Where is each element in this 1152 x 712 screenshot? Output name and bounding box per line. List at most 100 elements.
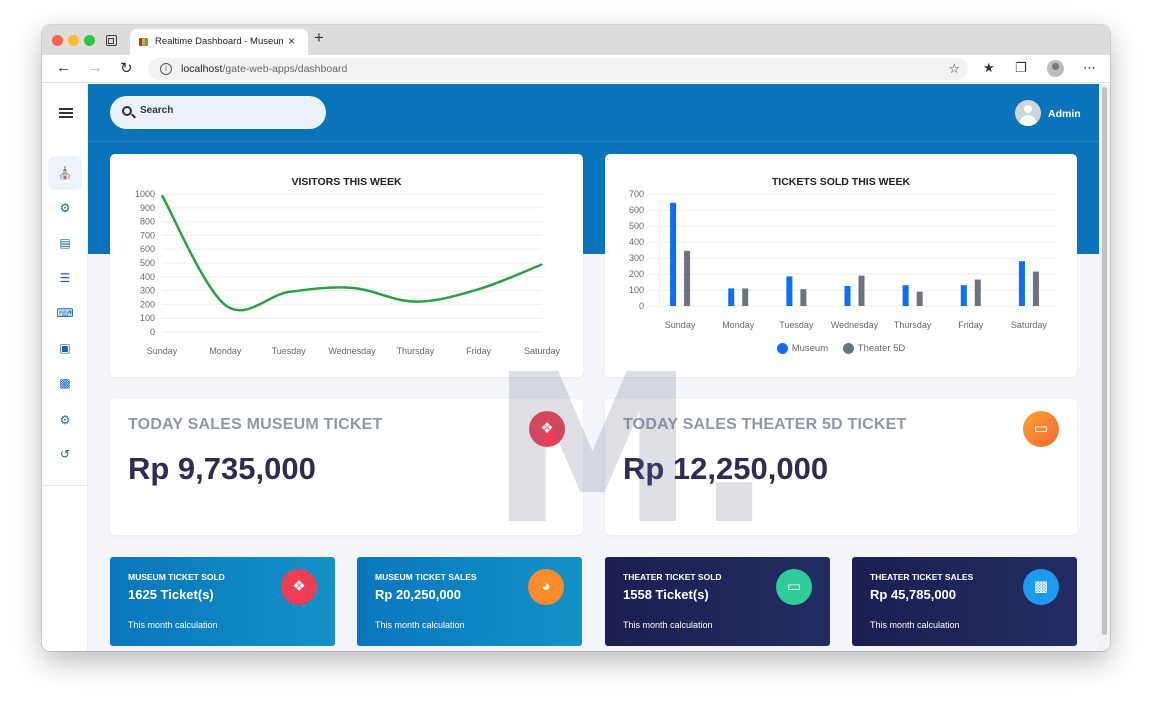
page-scrollbar[interactable] bbox=[1099, 84, 1110, 651]
stat-label: MUSEUM TICKET SOLD bbox=[128, 572, 225, 582]
sidebar-item-config[interactable]: ⚙ bbox=[59, 413, 71, 427]
reload-button[interactable]: ↻ bbox=[120, 60, 133, 77]
tickets-bar-chart: 0 100 200 300 400 500 600 700 Sunday Monday Tuesda… bbox=[629, 189, 1057, 330]
site-info-icon[interactable]: i bbox=[160, 63, 172, 75]
url-text[interactable]: localhost/gate-web-apps/dashboard bbox=[181, 63, 347, 75]
y-tick-label: 900 bbox=[140, 203, 155, 213]
y-tick-label: 500 bbox=[629, 221, 644, 231]
bar-museum bbox=[960, 285, 967, 306]
favicon-icon bbox=[139, 38, 148, 46]
legend-dot-museum bbox=[776, 343, 788, 354]
sidebar-item-lock[interactable]: ▣ bbox=[59, 341, 71, 355]
x-tick-label: Monday bbox=[722, 320, 755, 330]
today-sales-theater-value: Rp 12,250,000 bbox=[623, 451, 829, 486]
scroll-thumb[interactable] bbox=[1102, 87, 1107, 635]
legend-item-museum[interactable]: Museum bbox=[776, 343, 829, 355]
data-point bbox=[161, 194, 163, 196]
bar-theater bbox=[974, 279, 981, 306]
navigation-bar: ← → ↻ i localhost/gate-web-apps/dashboar… bbox=[42, 55, 1110, 83]
bar-museum bbox=[844, 286, 851, 306]
x-tick-label: Wednesday bbox=[831, 320, 879, 330]
x-tick-label: Saturday bbox=[524, 346, 561, 356]
bar-theater bbox=[800, 289, 807, 306]
bar-museum bbox=[728, 288, 735, 306]
tab-close-button[interactable]: × bbox=[288, 34, 296, 48]
y-tick-label: 300 bbox=[629, 253, 644, 263]
sidebar-item-contacts[interactable]: ▤ bbox=[59, 236, 71, 250]
url-host: localhost bbox=[181, 63, 223, 75]
bar-museum bbox=[902, 285, 909, 306]
search-box[interactable] bbox=[110, 96, 326, 129]
sidebar-item-checklist[interactable]: ☰ bbox=[59, 271, 71, 285]
search-input[interactable] bbox=[140, 105, 310, 116]
maximize-window-button[interactable] bbox=[84, 35, 95, 46]
add-favorite-icon[interactable]: ☆ bbox=[948, 61, 960, 76]
y-tick-label: 100 bbox=[140, 313, 155, 323]
tag-icon: ❖ bbox=[529, 411, 565, 447]
sidebar-item-settings[interactable]: ⚙ bbox=[59, 201, 71, 215]
sidebar-item-unlock[interactable]: ⌨ bbox=[56, 306, 74, 320]
stat-card-museum-sold: MUSEUM TICKET SOLD 1625 Ticket(s) This m… bbox=[110, 557, 335, 646]
bar-theater bbox=[916, 291, 923, 306]
y-tick-label: 100 bbox=[629, 285, 644, 295]
profile-icon[interactable] bbox=[1047, 60, 1064, 77]
bar-theater bbox=[1032, 271, 1039, 306]
monitor-icon: ▭ bbox=[1023, 411, 1059, 447]
today-sales-theater-card: TODAY SALES THEATER 5D TICKET Rp 12,250,… bbox=[605, 399, 1077, 535]
visitors-line-chart: 0 100 200 300 400 500 600 700 800 900 1000 Sunday Mo… bbox=[135, 189, 561, 356]
topbar-divider bbox=[88, 141, 1099, 142]
minimize-window-button[interactable] bbox=[68, 35, 79, 46]
stat-subtitle: This month calculation bbox=[870, 620, 960, 630]
search-icon bbox=[122, 106, 132, 116]
x-tick-label: Tuesday bbox=[272, 346, 307, 356]
stat-card-theater-sales: THEATER TICKET SALES Rp 45,785,000 This … bbox=[852, 557, 1077, 646]
user-name[interactable]: Admin bbox=[1048, 108, 1081, 120]
stat-label: MUSEUM TICKET SALES bbox=[375, 572, 477, 582]
bar-theater bbox=[858, 275, 865, 306]
y-tick-label: 500 bbox=[140, 258, 155, 268]
y-tick-label: 0 bbox=[639, 301, 644, 311]
data-point bbox=[478, 288, 480, 290]
stat-card-museum-sales: MUSEUM TICKET SALES Rp 20,250,000 This m… bbox=[357, 557, 582, 646]
sidebar-item-museum[interactable]: ⛪ bbox=[48, 156, 82, 190]
x-tick-label: Sunday bbox=[665, 320, 696, 330]
favorites-icon[interactable]: ★ bbox=[983, 60, 995, 75]
tab-actions-icon[interactable] bbox=[106, 35, 117, 46]
x-tick-label: Friday bbox=[466, 346, 492, 356]
y-tick-label: 0 bbox=[150, 327, 155, 337]
browser-window: Realtime Dashboard - Museum × + ← → ↻ i … bbox=[42, 25, 1110, 651]
stat-value: Rp 20,250,000 bbox=[375, 587, 462, 602]
stat-label: THEATER TICKET SALES bbox=[870, 572, 974, 582]
sidebar-item-history[interactable]: ↺ bbox=[59, 447, 71, 461]
today-sales-theater-label: TODAY SALES THEATER 5D TICKET bbox=[623, 416, 907, 433]
tab-bar: Realtime Dashboard - Museum × + bbox=[42, 25, 1110, 55]
legend-label-museum: Museum bbox=[791, 343, 829, 355]
main-content: Admin VISITORS THIS WEEK 0 100 200 300 400 50… bbox=[88, 84, 1099, 651]
y-tick-label: 400 bbox=[629, 237, 644, 247]
legend-item-theater[interactable]: Theater 5D bbox=[842, 343, 905, 354]
today-sales-museum-label: TODAY SALES MUSEUM TICKET bbox=[128, 416, 383, 433]
back-button[interactable]: ← bbox=[56, 59, 71, 76]
close-window-button[interactable] bbox=[52, 35, 63, 46]
browser-tab[interactable]: Realtime Dashboard - Museum × bbox=[130, 29, 308, 55]
today-sales-museum-card: TODAY SALES MUSEUM TICKET Rp 9,735,000 ❖ bbox=[110, 399, 583, 535]
bar-theater bbox=[742, 288, 749, 306]
y-tick-label: 400 bbox=[140, 272, 155, 282]
sidebar-item-gallery[interactable]: ▩ bbox=[59, 376, 71, 390]
x-tick-label: Sunday bbox=[147, 346, 178, 356]
y-tick-label: 700 bbox=[629, 189, 644, 199]
tickets-chart-title: TICKETS SOLD THIS WEEK bbox=[771, 176, 911, 188]
user-avatar[interactable] bbox=[1015, 100, 1041, 126]
forward-button[interactable]: → bbox=[88, 59, 103, 76]
tickets-chart-card: TICKETS SOLD THIS WEEK 0 100 200 300 400 500 6… bbox=[605, 154, 1077, 377]
address-bar[interactable]: i localhost/gate-web-apps/dashboard ☆ bbox=[148, 58, 968, 80]
more-options-icon[interactable]: ⋯ bbox=[1083, 60, 1096, 75]
today-sales-museum-value: Rp 9,735,000 bbox=[128, 451, 316, 486]
x-tick-label: Saturday bbox=[1011, 320, 1048, 330]
hamburger-menu-icon[interactable] bbox=[59, 108, 73, 118]
sidebar: ⛪ ⚙ ▤ ☰ ⌨ ▣ ▩ ⚙ ↺ bbox=[42, 84, 88, 651]
bar-chart-icon: ▩ bbox=[1023, 569, 1059, 605]
pie-icon: ◕ bbox=[528, 569, 564, 605]
new-tab-button[interactable]: + bbox=[314, 28, 324, 47]
collections-icon[interactable]: ❐ bbox=[1015, 60, 1027, 75]
